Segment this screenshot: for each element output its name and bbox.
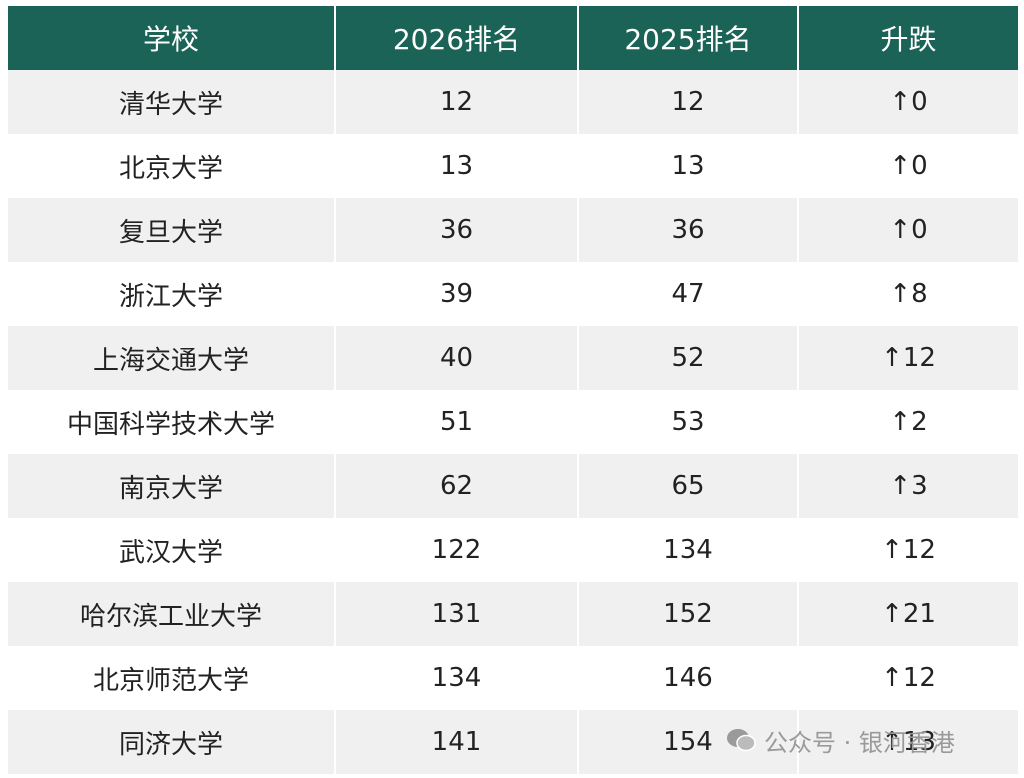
table-row: 武汉大学 122 134 ↑12 <box>6 518 1020 582</box>
ranking-table: 学校 2026排名 2025排名 升跌 清华大学 12 12 ↑0 北京大学 13 13 ↑0 复旦大… <box>6 6 1020 774</box>
table-cell: 141 <box>334 710 579 774</box>
table-cell: 39 <box>334 262 579 326</box>
table-cell: 12 <box>334 70 579 134</box>
table-cell: ↑13 <box>797 710 1020 774</box>
table-cell: 北京大学 <box>6 134 336 198</box>
watermark: 公众号 · 银河香港 <box>726 722 955 758</box>
table-cell: 复旦大学 <box>6 198 336 262</box>
table-cell: ↑2 <box>797 390 1020 454</box>
table-cell: ↑3 <box>797 454 1020 518</box>
table-row: 中国科学技术大学 51 53 ↑2 <box>6 390 1020 454</box>
table-cell: ↑8 <box>797 262 1020 326</box>
table-cell: 53 <box>577 390 799 454</box>
table-cell: 武汉大学 <box>6 518 336 582</box>
table-cell: 13 <box>577 134 799 198</box>
table-row: 同济大学 141 154 ↑13 <box>6 710 1020 774</box>
table-cell: 中国科学技术大学 <box>6 390 336 454</box>
table-cell: ↑12 <box>797 646 1020 710</box>
header-cell: 学校 <box>6 6 336 70</box>
table-row: 北京大学 13 13 ↑0 <box>6 134 1020 198</box>
table-cell: 152 <box>577 582 799 646</box>
table-row: 复旦大学 36 36 ↑0 <box>6 198 1020 262</box>
table-cell: 51 <box>334 390 579 454</box>
table-row: 浙江大学 39 47 ↑8 <box>6 262 1020 326</box>
table-cell: 131 <box>334 582 579 646</box>
table-cell: 146 <box>577 646 799 710</box>
table-cell: 134 <box>334 646 579 710</box>
table-cell: ↑21 <box>797 582 1020 646</box>
table-cell: ↑12 <box>797 518 1020 582</box>
table-cell: 36 <box>334 198 579 262</box>
table-cell: 13 <box>334 134 579 198</box>
table-cell: 清华大学 <box>6 70 336 134</box>
table-row: 南京大学 62 65 ↑3 <box>6 454 1020 518</box>
table-cell: 134 <box>577 518 799 582</box>
table-row: 上海交通大学 40 52 ↑12 <box>6 326 1020 390</box>
table-cell: 哈尔滨工业大学 <box>6 582 336 646</box>
table-cell: 52 <box>577 326 799 390</box>
table-cell: 40 <box>334 326 579 390</box>
table-cell: 36 <box>577 198 799 262</box>
table-cell: ↑0 <box>797 198 1020 262</box>
table-cell: 12 <box>577 70 799 134</box>
table-cell: ↑0 <box>797 134 1020 198</box>
table-row: 哈尔滨工业大学 131 152 ↑21 <box>6 582 1020 646</box>
table-cell: 上海交通大学 <box>6 326 336 390</box>
table-cell: 62 <box>334 454 579 518</box>
table-cell: 65 <box>577 454 799 518</box>
table-cell: 47 <box>577 262 799 326</box>
table-cell: 154 <box>577 710 799 774</box>
table-cell: ↑0 <box>797 70 1020 134</box>
watermark-text: 公众号 · 银河香港 <box>764 728 955 757</box>
header-cell: 2026排名 <box>334 6 579 70</box>
table-cell: 南京大学 <box>6 454 336 518</box>
header-cell: 升跌 <box>797 6 1020 70</box>
wechat-icon <box>727 729 756 752</box>
header-cell: 2025排名 <box>577 6 799 70</box>
table-row: 清华大学 12 12 ↑0 <box>6 70 1020 134</box>
table-body: 清华大学 12 12 ↑0 北京大学 13 13 ↑0 复旦大学 36 36 ↑0 浙江大学 39 47 ↑8… <box>6 70 1020 774</box>
table-row: 北京师范大学 134 146 ↑12 <box>6 646 1020 710</box>
header-row: 学校 2026排名 2025排名 升跌 <box>6 6 1020 70</box>
table-cell: 浙江大学 <box>6 262 336 326</box>
table-cell: 北京师范大学 <box>6 646 336 710</box>
table-cell: ↑12 <box>797 326 1020 390</box>
table-cell: 同济大学 <box>6 710 336 774</box>
table-cell: 122 <box>334 518 579 582</box>
